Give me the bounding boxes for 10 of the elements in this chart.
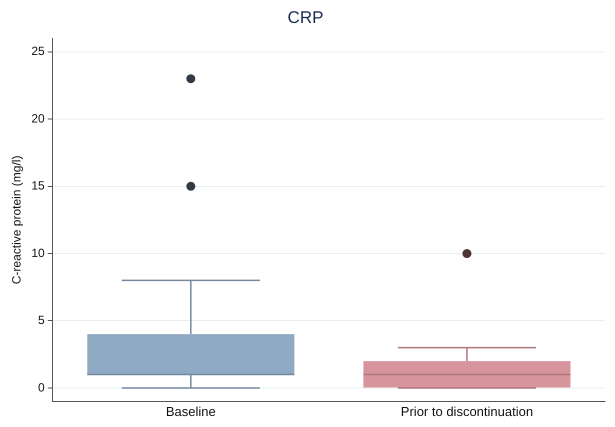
x-tick-label: Prior to discontinuation — [400, 404, 534, 419]
y-tick-label: 0 — [38, 380, 46, 394]
y-tick-label: 10 — [31, 246, 46, 260]
y-tick-label: 5 — [38, 313, 46, 328]
y-tick-label: 20 — [31, 111, 46, 126]
y-tick-label: 15 — [31, 178, 46, 193]
y-axis-title: C-reactive protein (mg/l) — [10, 156, 24, 284]
x-tick-label: Baseline — [166, 404, 216, 419]
y-tick-label: 25 — [31, 44, 46, 58]
chart-title: CRP — [288, 8, 324, 27]
